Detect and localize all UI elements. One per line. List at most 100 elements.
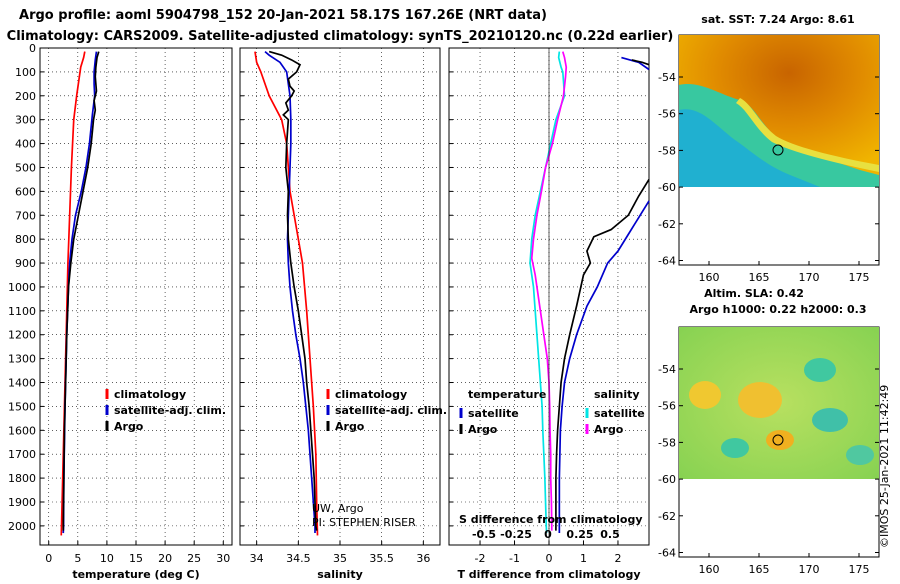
sla-map-title-line1: Altim. SLA: 0.42 [704,287,804,300]
map-y-tick-label: -62 [658,218,676,231]
map-x-tick-label: 175 [849,563,870,576]
map-y-tick-label: -56 [658,108,676,121]
sst-yellow-band [736,98,879,172]
inner-axis-label: S difference from climatology [459,513,643,526]
y-tick-label: 1600 [8,424,36,437]
x-axis-label: salinity [317,568,363,580]
inner-x-tick-label: 0.5 [600,528,620,541]
series-line-t-argo [631,59,650,66]
series-line-argo [62,51,100,531]
sst-map-title: sat. SST: 7.24 Argo: 8.61 [701,13,854,26]
x-tick-label: 36 [416,552,430,565]
legend-entry: Argo [468,423,498,436]
x-tick-label: 25 [187,552,201,565]
y-tick-label: 100 [15,66,36,79]
legend-entry: Argo [114,420,144,433]
sla-map-axes: -54 -56 -58 -60 -62 -64 160 165 170 175 [658,363,879,576]
sla-map: Altim. SLA: 0.42 Argo h1000: 0.22 h2000:… [658,287,880,576]
inner-x-tick-label: -0.5 [472,528,496,541]
legend-header-temperature: temperature [468,388,546,401]
y-tick-label: 600 [15,185,36,198]
legend-entry: Argo [335,420,365,433]
series-line-t-satellite-deep [558,200,650,534]
x-axis-label: T difference from climatology [457,568,640,580]
y-tick-label: 0 [29,42,36,55]
x-tick-label: 5 [74,552,81,565]
temperature-panel: 0 5 10 15 20 25 300100200300400500600700800900… [8,42,233,581]
x-tick-label: -1 [509,552,520,565]
y-tick-label: 500 [15,161,36,174]
x-tick-label: 35 [333,552,347,565]
legend-entry: climatology [335,388,407,401]
sla-map-title-line2: Argo h1000: 0.22 h2000: 0.3 [689,303,866,316]
salinity-panel: 34 34.5 35 35.5 36 salinity climatology satelli… [239,47,447,581]
series-line-argo [268,50,318,531]
sla-argo-location-marker [772,434,784,446]
x-tick-label: 15 [129,552,143,565]
y-tick-label: 1400 [8,377,36,390]
series-line-climatology [60,51,86,536]
y-tick-label: 1000 [8,281,36,294]
y-tick-label: 1300 [8,353,36,366]
map-y-tick-label: -54 [658,71,676,84]
x-tick-label: 2 [614,552,621,565]
sla-blob [846,445,874,465]
map-y-tick-label: -64 [658,255,676,268]
sla-blob [689,381,721,409]
map-y-tick-label: -56 [658,400,676,413]
x-axis-label: temperature (deg C) [72,568,199,580]
map-x-tick-label: 160 [699,271,720,284]
y-tick-label: 400 [15,138,36,151]
y-tick-label: 200 [15,90,36,103]
x-tick-label: 0 [546,552,553,565]
y-tick-label: 1900 [8,496,36,509]
x-tick-label: 1 [580,552,587,565]
map-x-tick-label: 165 [749,271,770,284]
y-tick-label: 2000 [8,520,36,533]
figure-title-line1: Argo profile: aoml 5904798_152 20-Jan-20… [19,8,547,23]
map-y-tick-label: -60 [658,181,676,194]
series-line-satellite-adj-clim- [264,50,316,534]
series-line-t-argo-deep [555,178,650,531]
legend-entry: satellite-adj. clim. [335,404,447,417]
legend-entry: Argo [594,423,624,436]
sla-blob [812,408,848,432]
sla-blob [766,430,794,450]
x-tick-label: -2 [475,552,486,565]
y-tick-label: 1500 [8,400,36,413]
y-tick-label: 1800 [8,472,36,485]
x-tick-label: 35.5 [369,552,394,565]
inner-x-tick-label: 0.25 [566,528,593,541]
series-line-s-argo [530,51,568,531]
map-y-tick-label: -60 [658,473,676,486]
map-x-tick-label: 170 [799,271,820,284]
x-tick-label: 30 [216,552,230,565]
y-tick-label: 300 [15,114,36,127]
map-x-tick-label: 170 [799,563,820,576]
map-y-tick-label: -58 [658,144,676,157]
y-tick-label: 1200 [8,329,36,342]
y-tick-label: 800 [15,233,36,246]
footer-credit: ©IMOS 25-Jan-2021 11:42:49 [878,385,891,548]
inner-x-tick-label: -0.25 [500,528,532,541]
pi-annotation: UW, Argo [312,502,364,515]
sst-cold-core [679,109,820,187]
pi-annotation: PI: STEPHEN RISER [312,516,416,529]
sla-blob [804,358,836,382]
x-tick-label: 20 [158,552,172,565]
map-x-tick-label: 175 [849,271,870,284]
map-x-tick-label: 165 [749,563,770,576]
sst-map: sat. SST: 7.24 Argo: 8.61 -54 -56 -58 -60 -6… [658,13,880,284]
inner-x-tick-label: 0 [544,528,552,541]
x-tick-label: 34.5 [286,552,311,565]
difference-panel: -2 -1 0 1 2 T difference from climatology temp… [448,47,650,581]
legend-entry: satellite-adj. clim. [114,404,226,417]
map-y-tick-label: -64 [658,547,676,560]
legend-entry: climatology [114,388,186,401]
sla-blob [721,438,749,458]
x-tick-label: 0 [45,552,52,565]
map-y-tick-label: -54 [658,363,676,376]
sst-argo-location-marker [772,144,784,156]
map-y-tick-label: -58 [658,436,676,449]
